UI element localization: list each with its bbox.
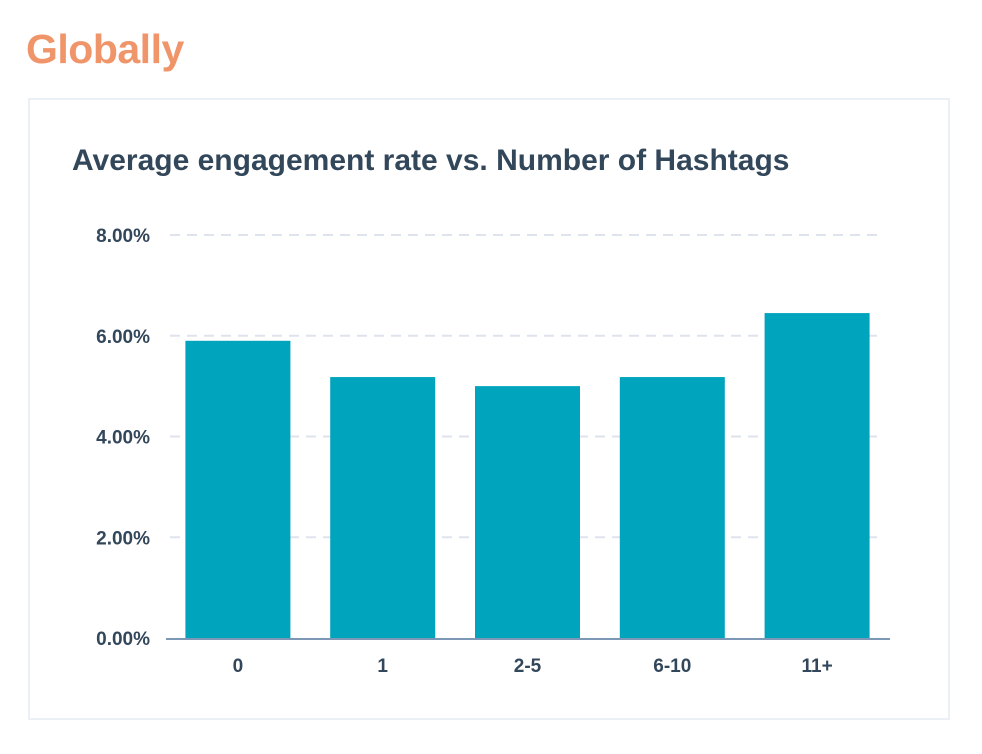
y-tick-label: 0.00% bbox=[96, 629, 150, 650]
x-tick-label: 6-10 bbox=[653, 656, 691, 677]
y-tick-label: 6.00% bbox=[96, 327, 150, 348]
y-tick-label: 4.00% bbox=[96, 428, 150, 449]
bar bbox=[619, 377, 725, 638]
y-tick-labels: 0.00% 2.00% 4.00% 6.00% 8.00% bbox=[96, 226, 150, 650]
bar bbox=[330, 377, 436, 638]
x-tick-label: 2-5 bbox=[514, 656, 542, 677]
x-tick-label: 0 bbox=[233, 656, 244, 677]
x-tick-labels: 0 1 2-5 6-10 11+ bbox=[233, 656, 833, 677]
section-heading: Globally bbox=[26, 26, 184, 72]
bar bbox=[764, 313, 870, 638]
x-tick-label: 11+ bbox=[802, 656, 833, 677]
bars bbox=[185, 313, 870, 638]
bar bbox=[185, 340, 291, 638]
y-tick-label: 8.00% bbox=[96, 226, 150, 247]
x-tick-label: 1 bbox=[377, 656, 388, 677]
chart-title: Average engagement rate vs. Number of Ha… bbox=[72, 144, 790, 177]
y-tick-label: 2.00% bbox=[96, 528, 150, 549]
bar bbox=[475, 386, 580, 638]
